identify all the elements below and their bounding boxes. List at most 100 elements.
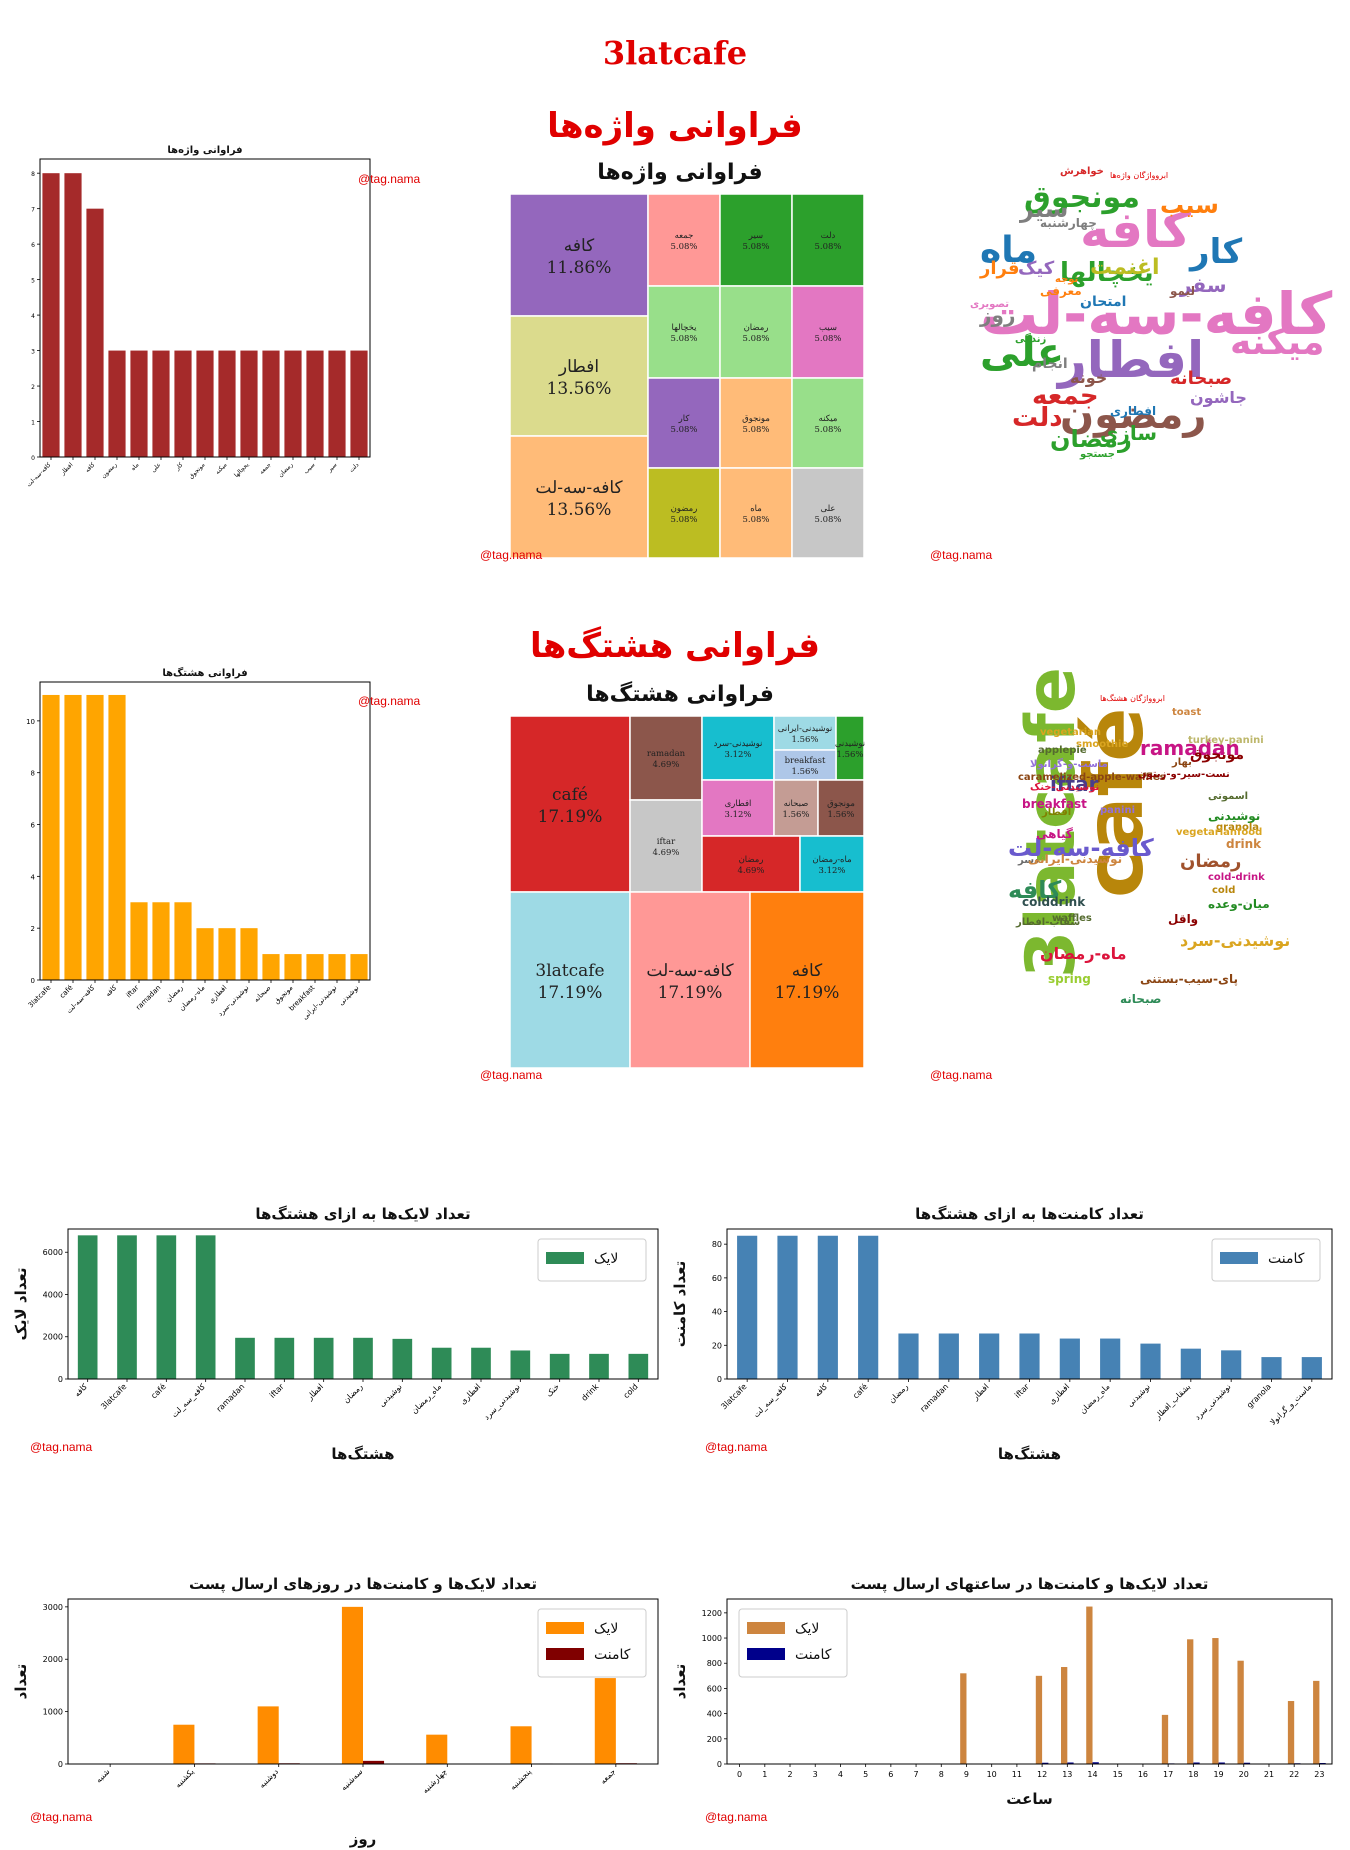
legend-label: لایک — [594, 1621, 618, 1637]
y-tick-label: 6000 — [43, 1248, 63, 1257]
bar — [594, 1678, 616, 1764]
bar — [341, 1606, 363, 1764]
chart-title: تعداد کامنت‌ها به ازای هشتگ‌ها — [915, 1205, 1144, 1223]
treemap-label: ماه-رمضان — [812, 855, 852, 865]
hashtags-section-title: فراوانی هشتگ‌ها — [529, 626, 821, 666]
y-tick-label: 1 — [31, 420, 35, 427]
x-axis-label: ساعت — [1006, 1790, 1053, 1808]
comments-per-hashtag-chart: تعداد کامنت‌ها به ازای هشتگ‌ها 0 20 40 60 80 3… — [671, 1185, 1345, 1475]
likes-per-hashtag-chart-svg: تعداد لایک‌ها به ازای هشتگ‌ها 0 2000 4000 60… — [12, 1205, 659, 1463]
x-axis-label: روز — [349, 1830, 377, 1848]
bar — [628, 1353, 649, 1379]
cloud-word: سازی — [1100, 421, 1158, 445]
x-tick-label: 4 — [838, 1770, 843, 1779]
bar — [979, 1333, 1000, 1379]
treemap-cell — [719, 193, 793, 287]
treemap-label: جمعه — [675, 231, 694, 241]
likes-comments-by-hour-chart: تعداد لایک‌ها و کامنت‌ها در ساعتهای ارسا… — [671, 1555, 1345, 1845]
x-tick-label: پنجشنبه — [508, 1767, 533, 1792]
chart-title: تعداد لایک‌ها و کامنت‌ها در ساعتهای ارسا… — [851, 1575, 1209, 1594]
bar — [235, 1337, 255, 1379]
cloud-hashtag: panini — [1100, 805, 1135, 816]
bar — [392, 1338, 413, 1379]
treemap-label: کافه — [564, 236, 595, 256]
y-tick-label: 8 — [31, 770, 35, 778]
treemap-cell — [773, 749, 837, 781]
treemap-label: علی — [821, 504, 836, 514]
y-tick-label: 800 — [707, 1659, 722, 1668]
x-tick-label: کافه — [104, 983, 119, 998]
bar — [174, 350, 192, 457]
cloud-hashtag: ramadan — [1140, 736, 1240, 760]
cloud-word: صبحانه — [1170, 368, 1233, 389]
treemap-value: 13.56% — [547, 500, 612, 520]
cloud-hashtag: spring — [1048, 972, 1091, 986]
x-tick-label: café — [149, 1381, 168, 1400]
treemap-label: رمضان — [739, 855, 764, 865]
x-tick-label: 3latcafe — [27, 984, 53, 1010]
y-tick-label: 80 — [712, 1240, 722, 1249]
hashtag-treemap-title: فراوانی هشتگ‌ها — [586, 682, 774, 707]
bar — [1067, 1762, 1074, 1764]
bar — [152, 350, 170, 457]
cloud-word: خواهرش — [1060, 166, 1104, 177]
y-axis-label: تعداد کامنت — [671, 1261, 689, 1347]
legend-swatch — [546, 1648, 584, 1660]
legend-label: لایک — [594, 1251, 618, 1267]
cloud-hashtag: واقل — [1168, 912, 1199, 926]
treemap-label: سیب — [819, 323, 837, 333]
bar — [426, 1734, 448, 1764]
x-tick-label: 3 — [813, 1770, 818, 1779]
bar — [1221, 1350, 1242, 1379]
treemap-cell — [701, 715, 775, 781]
word-cloud: ابروواژگان واژه‌ها کافه-سه-لت کافه افطار مو… — [940, 165, 1332, 555]
treemap-cell — [791, 193, 865, 287]
x-tick-label: iftar — [1013, 1382, 1031, 1400]
bar — [1313, 1680, 1320, 1764]
cloud-hashtag: نوشیدنی-خنک — [1030, 782, 1100, 793]
bar — [257, 1706, 279, 1764]
treemap-value: 5.08% — [742, 425, 769, 435]
bar — [431, 1347, 452, 1379]
bar — [353, 1337, 373, 1379]
y-tick-label: 3000 — [43, 1603, 63, 1612]
cloud-hashtag: drink — [1226, 837, 1262, 851]
treemap-label: نوشیدنی-ایرانی — [778, 724, 832, 734]
treemap-label: میکنه — [819, 414, 838, 424]
bar — [240, 350, 258, 457]
comments-per-hashtag-chart-svg: تعداد کامنت‌ها به ازای هشتگ‌ها 0 20 40 60 80 3… — [671, 1205, 1333, 1463]
bar — [313, 1337, 334, 1379]
bar — [108, 694, 126, 980]
treemap-cell — [509, 715, 631, 893]
cloud-word: علی — [980, 330, 1065, 376]
cloud-hashtag: میان-وعده — [1208, 897, 1270, 911]
bar — [1187, 1639, 1194, 1764]
legend-label: کامنت — [795, 1647, 832, 1663]
y-tick-label: 5 — [31, 278, 35, 285]
treemap-cell — [509, 891, 631, 1069]
x-tick-label: علی — [150, 461, 162, 473]
legend-box — [537, 1608, 647, 1678]
bar — [108, 350, 126, 457]
treemap-cell — [647, 377, 721, 469]
cloud-hashtag: بهار — [1172, 757, 1192, 768]
treemap-value: 5.08% — [742, 515, 769, 525]
legend-label: کامنت — [1268, 1251, 1305, 1267]
legend-box — [537, 1238, 647, 1282]
treemap-value: 3.12% — [818, 866, 845, 876]
bar — [1287, 1701, 1295, 1764]
cloud-hashtag: smoothie — [1076, 739, 1129, 750]
treemap-label: ramadan — [647, 749, 686, 759]
cloud-hashtag: مونجوق — [1190, 747, 1245, 763]
plot-frame — [726, 1228, 1333, 1380]
y-tick-label: 1200 — [702, 1609, 722, 1618]
plot-frame — [726, 1598, 1333, 1765]
cloud-word: دلت — [1012, 403, 1063, 433]
bar — [1261, 1357, 1282, 1379]
treemap-value: 5.08% — [742, 242, 769, 252]
legend-swatch — [747, 1622, 785, 1634]
treemap-label: رمضون — [671, 504, 698, 514]
x-tick-label: رمضان — [341, 1382, 364, 1405]
x-tick-label: بشقاب_افطار — [1152, 1382, 1192, 1422]
